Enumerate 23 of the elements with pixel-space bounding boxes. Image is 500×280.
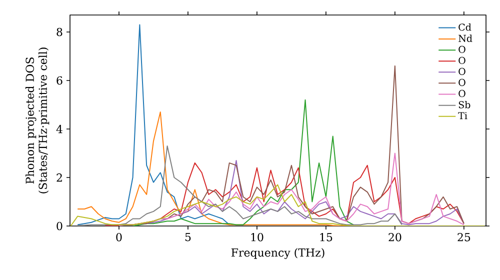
line-series xyxy=(77,24,230,226)
y-tick-label: 4 xyxy=(56,124,62,134)
legend-label: O xyxy=(458,90,466,98)
x-axis-title: Frequency (THz) xyxy=(231,248,324,259)
x-tick-label: 5 xyxy=(185,233,191,242)
x-tick-label: 25 xyxy=(458,233,470,242)
legend-label: Sb xyxy=(458,100,470,108)
x-tick-label: 10 xyxy=(251,233,264,242)
y-tick-label: 0 xyxy=(56,222,62,230)
legend-label: Nd xyxy=(458,34,472,42)
legend-label: O xyxy=(458,78,466,86)
legend-label: Cd xyxy=(458,23,472,31)
legend-label: O xyxy=(458,68,466,76)
x-tick-label: 20 xyxy=(388,233,402,242)
legend-label: O xyxy=(458,56,466,64)
y-tick-label: 2 xyxy=(56,173,62,182)
legend-label: O xyxy=(458,46,466,53)
x-tick-label: 15 xyxy=(320,233,332,242)
legend-label: Ti xyxy=(458,112,468,120)
y-axis-title: Phonon projected DOS (States/THz·primitive cell) xyxy=(25,48,50,194)
x-tick-label: 0 xyxy=(116,233,122,242)
y-tick-label: 8 xyxy=(56,28,62,36)
y-tick-label: 6 xyxy=(56,76,62,85)
